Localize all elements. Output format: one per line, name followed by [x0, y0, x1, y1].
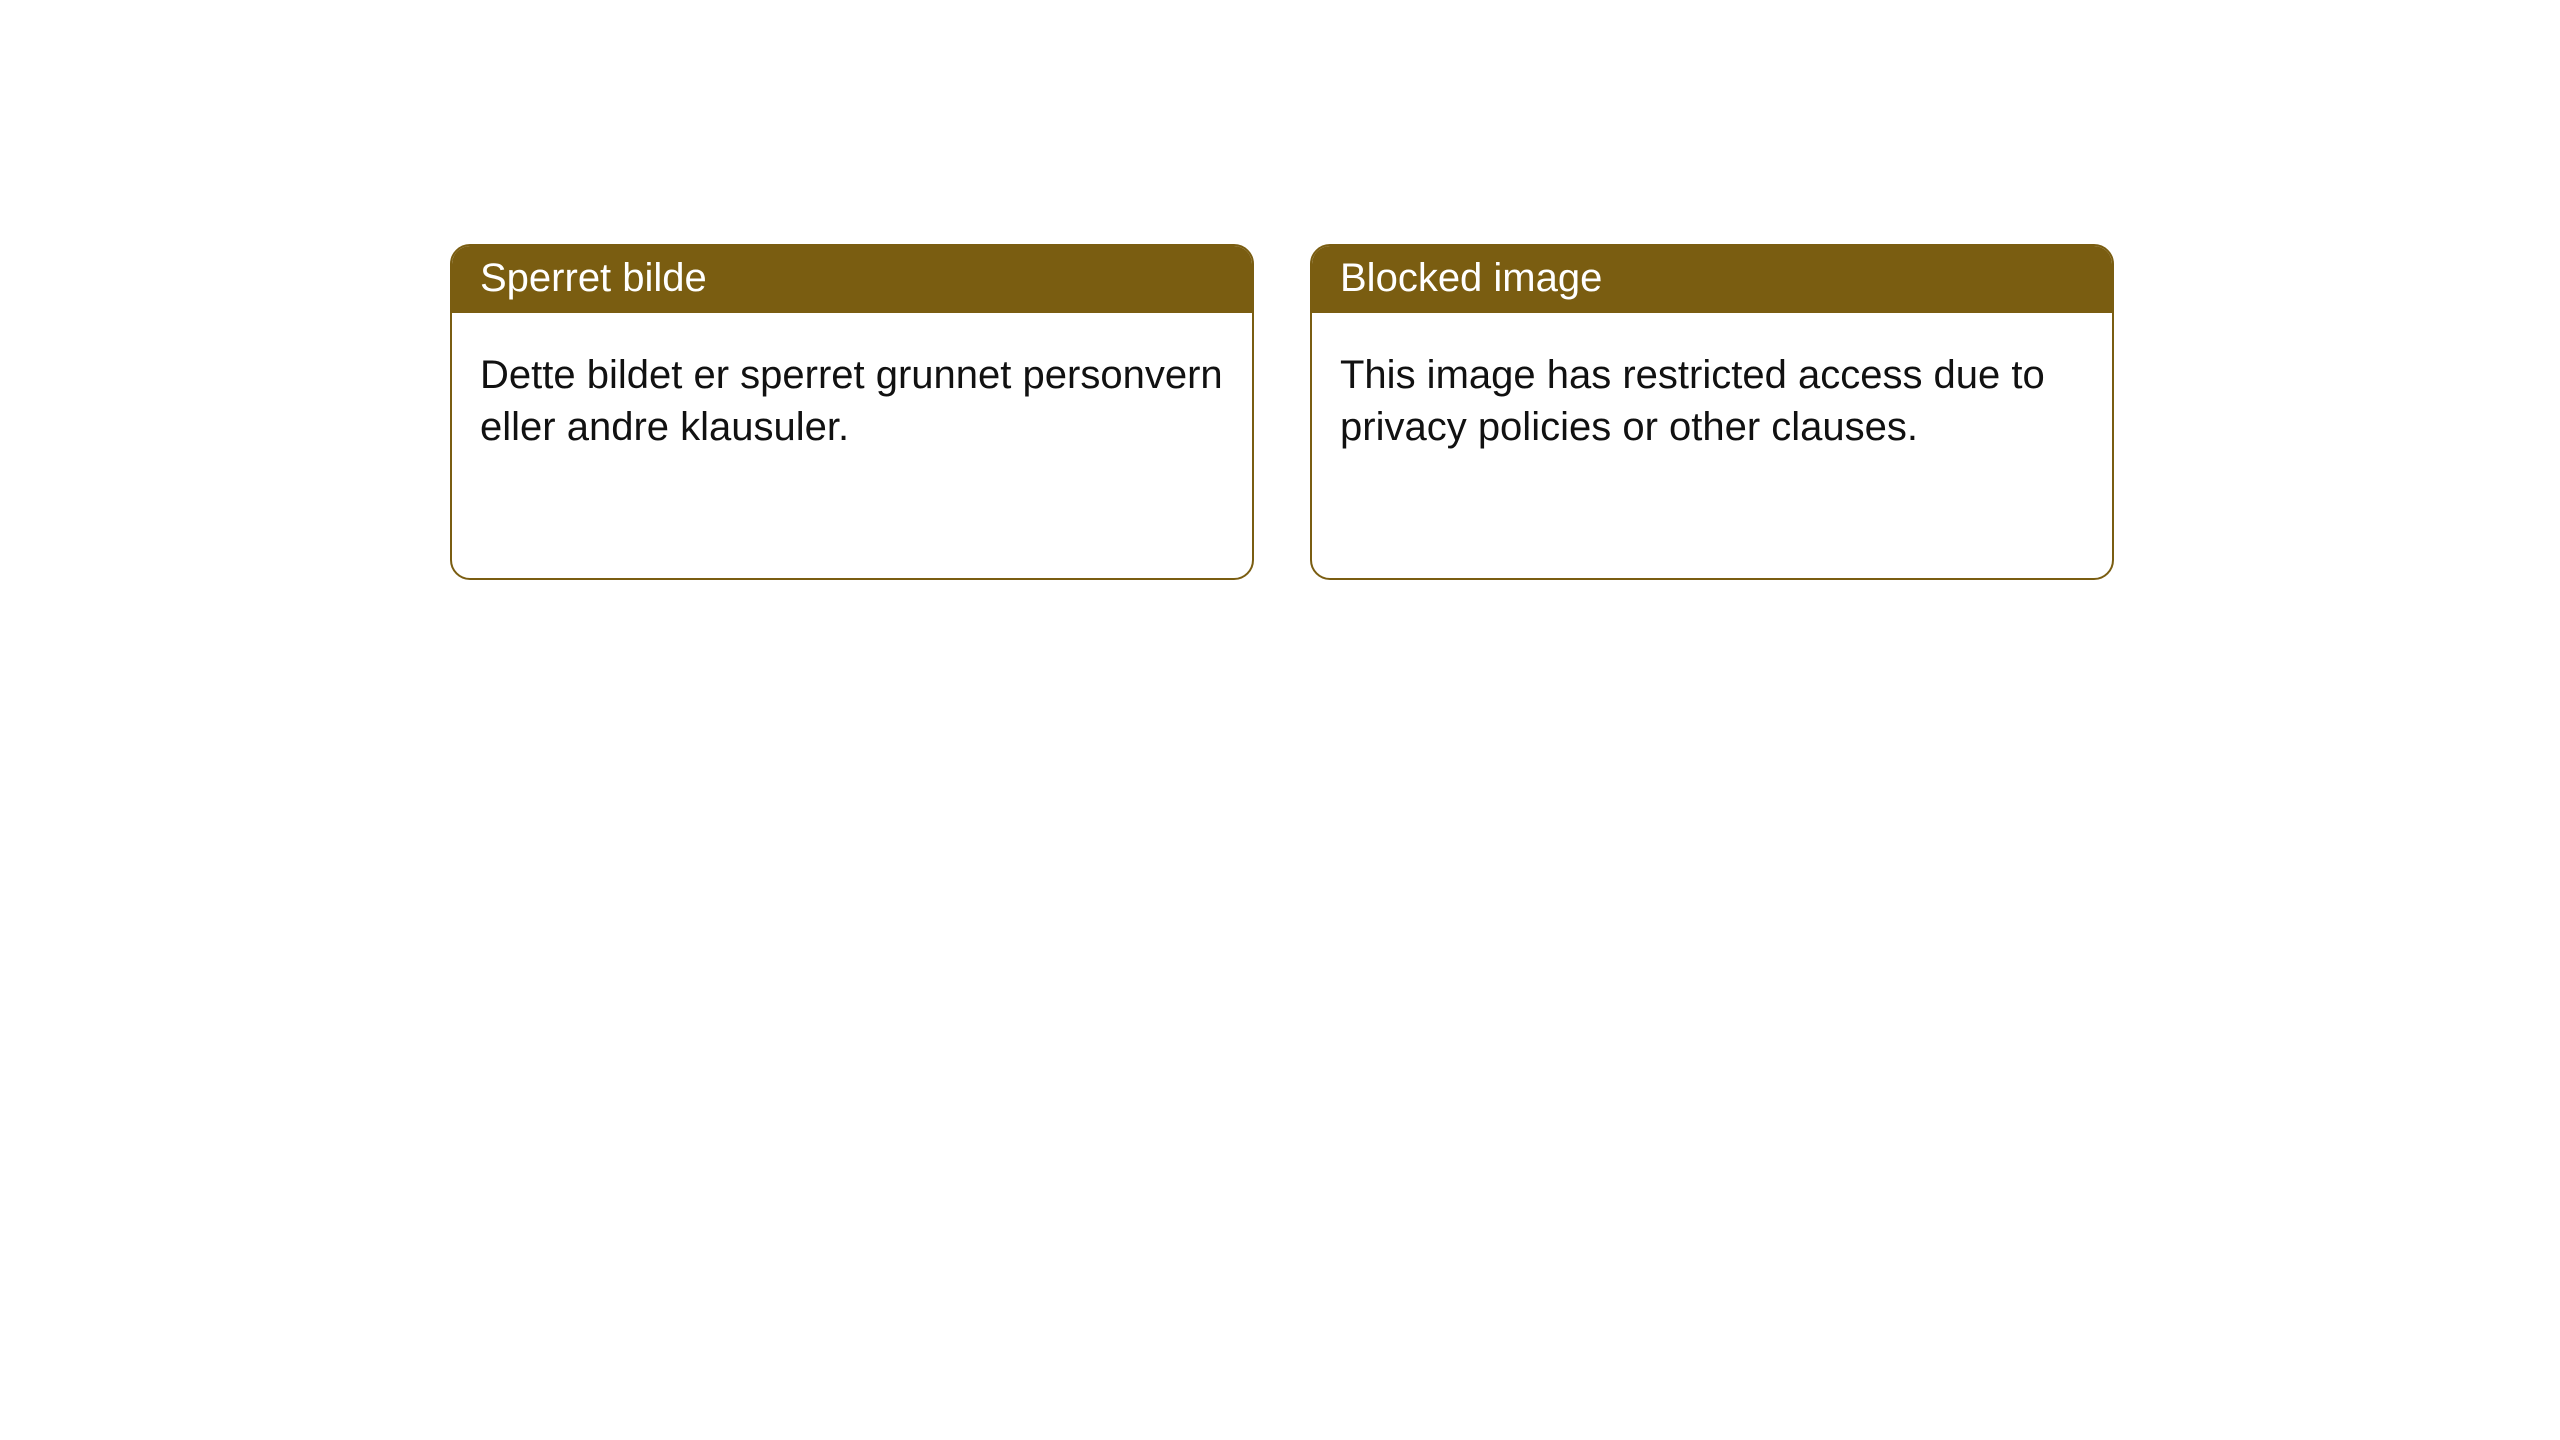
- card-header-english: Blocked image: [1312, 246, 2112, 313]
- card-title-norwegian: Sperret bilde: [480, 256, 707, 300]
- blocked-image-card-norwegian: Sperret bilde Dette bildet er sperret gr…: [450, 244, 1254, 580]
- card-header-norwegian: Sperret bilde: [452, 246, 1252, 313]
- card-message-english: This image has restricted access due to …: [1340, 353, 2045, 449]
- card-title-english: Blocked image: [1340, 256, 1602, 300]
- blocked-image-card-english: Blocked image This image has restricted …: [1310, 244, 2114, 580]
- card-body-norwegian: Dette bildet er sperret grunnet personve…: [452, 313, 1252, 481]
- cards-container: Sperret bilde Dette bildet er sperret gr…: [0, 0, 2560, 580]
- card-body-english: This image has restricted access due to …: [1312, 313, 2112, 481]
- card-message-norwegian: Dette bildet er sperret grunnet personve…: [480, 353, 1223, 449]
